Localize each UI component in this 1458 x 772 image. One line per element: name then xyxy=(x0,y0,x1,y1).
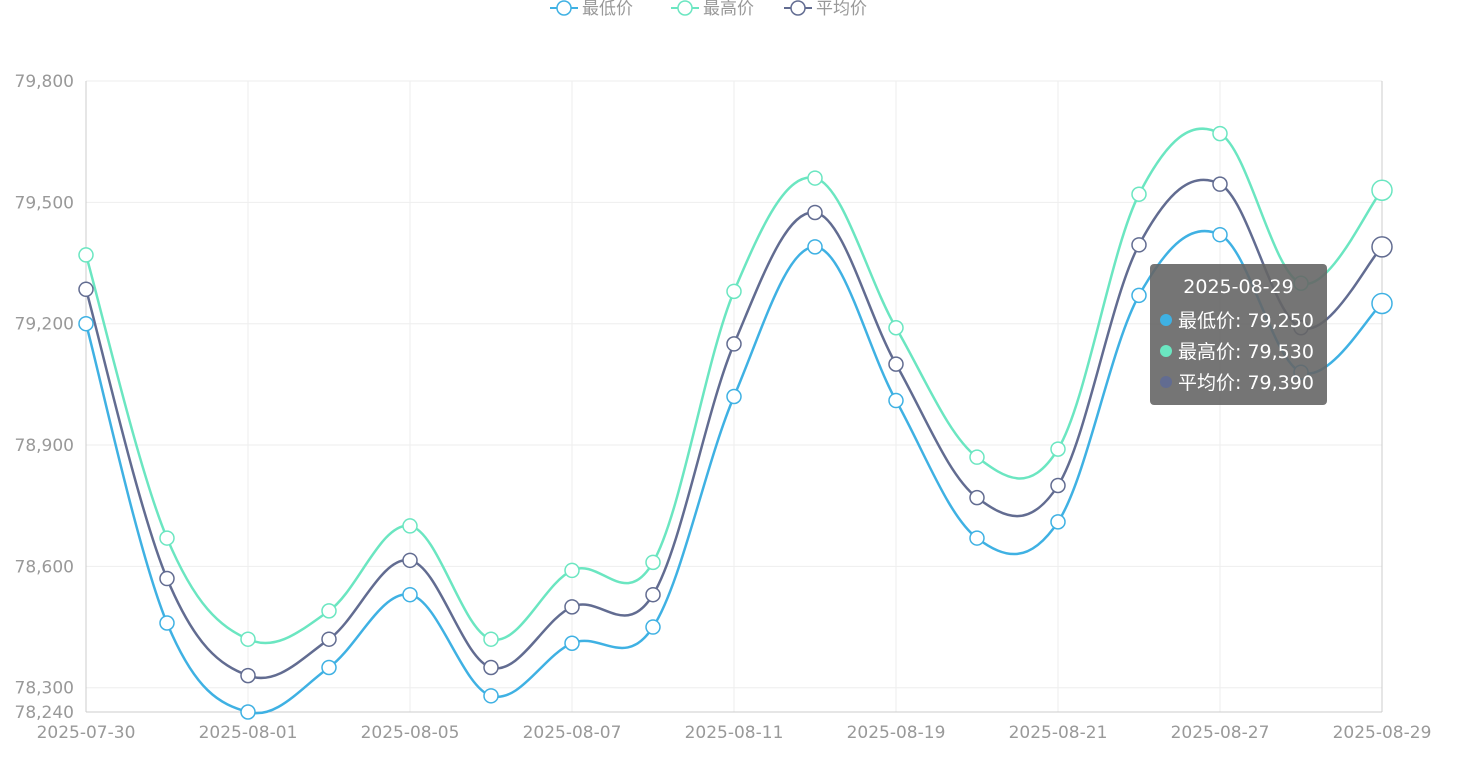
data-point-min[interactable] xyxy=(969,530,985,546)
data-point-max[interactable] xyxy=(1050,441,1066,457)
data-point-min[interactable] xyxy=(78,315,94,332)
data-point-avg[interactable] xyxy=(78,281,94,298)
data-point-max[interactable] xyxy=(1371,179,1393,201)
data-point-min[interactable] xyxy=(1050,514,1066,530)
legend-circle-icon xyxy=(556,0,572,16)
tooltip-row-min: 最低价: 79,250 xyxy=(1160,306,1317,337)
tooltip-label-max: 最高价: 79,530 xyxy=(1178,341,1314,363)
legend-label: 最高价 xyxy=(703,0,754,19)
data-point-min[interactable] xyxy=(1212,226,1228,243)
data-point-min[interactable] xyxy=(483,688,499,704)
data-point-avg[interactable] xyxy=(321,631,337,647)
data-point-max[interactable] xyxy=(807,170,823,186)
chart-tooltip: 2025-08-29 最低价: 79,250 最高价: 79,530 平均价: … xyxy=(1150,264,1327,405)
x-tick-label: 2025-07-30 xyxy=(37,723,136,743)
y-tick-label: 79,500 xyxy=(15,193,74,213)
legend-item-max[interactable]: 最高价 xyxy=(671,0,754,19)
data-point-max[interactable] xyxy=(564,562,580,579)
data-point-min[interactable] xyxy=(321,659,337,676)
data-point-max[interactable] xyxy=(78,247,94,263)
legend[interactable]: 最低价 最高价 平均价 xyxy=(550,0,867,19)
data-point-avg[interactable] xyxy=(483,659,499,676)
data-point-avg[interactable] xyxy=(402,552,418,569)
tooltip-row-max: 最高价: 79,530 xyxy=(1160,337,1317,368)
data-point-min[interactable] xyxy=(240,704,256,720)
data-point-max[interactable] xyxy=(240,631,256,647)
data-point-min[interactable] xyxy=(1371,292,1393,315)
x-tick-label: 2025-08-19 xyxy=(847,723,946,743)
x-tick-label: 2025-08-05 xyxy=(361,723,460,743)
legend-circle-icon xyxy=(677,0,693,16)
legend-item-min[interactable]: 最低价 xyxy=(550,0,633,19)
y-tick-label: 78,240 xyxy=(15,703,74,723)
y-tick-label: 78,900 xyxy=(15,436,74,456)
x-tick-label: 2025-08-01 xyxy=(199,723,298,743)
tooltip-row-avg: 平均价: 79,390 xyxy=(1160,368,1317,399)
data-point-avg[interactable] xyxy=(807,204,823,221)
tooltip-label-min: 最低价: 79,250 xyxy=(1178,310,1314,332)
tooltip-dot-max xyxy=(1160,344,1172,357)
series-lines xyxy=(78,125,1393,720)
data-point-min[interactable] xyxy=(159,615,175,631)
x-tick-label: 2025-08-07 xyxy=(523,723,622,743)
data-point-avg[interactable] xyxy=(645,586,661,603)
tooltip-dot-avg xyxy=(1160,375,1172,388)
data-point-min[interactable] xyxy=(1131,287,1147,304)
data-point-max[interactable] xyxy=(726,283,742,300)
legend-label: 平均价 xyxy=(816,0,867,19)
legend-circle-icon xyxy=(790,0,806,16)
data-point-avg[interactable] xyxy=(564,599,580,615)
legend-label: 最低价 xyxy=(582,0,633,19)
y-tick-label: 78,300 xyxy=(15,679,74,699)
data-point-max[interactable] xyxy=(888,319,904,336)
data-point-min[interactable] xyxy=(807,239,823,255)
data-point-min[interactable] xyxy=(888,392,904,409)
data-point-max[interactable] xyxy=(1131,186,1147,203)
data-point-min[interactable] xyxy=(726,388,742,405)
data-point-avg[interactable] xyxy=(726,336,742,352)
y-tick-label: 78,600 xyxy=(15,557,74,577)
x-tick-label: 2025-08-11 xyxy=(685,723,784,743)
tooltip-title: 2025-08-29 xyxy=(1183,276,1294,298)
axes: 78,240 78,300 78,600 78,900 79,200 79,500 79,8… xyxy=(15,72,1432,743)
y-tick-label: 79,200 xyxy=(15,315,74,335)
tooltip-label-avg: 平均价: 79,390 xyxy=(1178,372,1314,394)
data-point-min[interactable] xyxy=(645,619,661,635)
data-point-max[interactable] xyxy=(645,554,661,571)
data-point-avg[interactable] xyxy=(1371,236,1393,258)
data-point-max[interactable] xyxy=(402,518,418,534)
data-point-avg[interactable] xyxy=(1212,176,1228,192)
data-point-max[interactable] xyxy=(321,603,337,619)
data-point-avg[interactable] xyxy=(888,356,904,372)
data-point-min[interactable] xyxy=(564,635,580,651)
x-tick-label: 2025-08-21 xyxy=(1009,723,1108,743)
data-point-avg[interactable] xyxy=(1131,237,1147,253)
data-point-avg[interactable] xyxy=(240,667,256,684)
legend-item-avg[interactable]: 平均价 xyxy=(784,0,867,19)
data-point-max[interactable] xyxy=(483,631,499,647)
y-tick-label: 79,800 xyxy=(15,72,74,92)
x-tick-label: 2025-08-27 xyxy=(1171,723,1270,743)
data-point-min[interactable] xyxy=(402,586,418,603)
data-point-max[interactable] xyxy=(159,530,175,546)
data-point-avg[interactable] xyxy=(969,489,985,506)
data-point-avg[interactable] xyxy=(1050,477,1066,494)
tooltip-dot-min xyxy=(1160,313,1172,326)
x-tick-label: 2025-08-29 xyxy=(1333,723,1432,743)
data-point-avg[interactable] xyxy=(159,570,175,587)
data-point-max[interactable] xyxy=(1212,125,1228,142)
data-point-max[interactable] xyxy=(969,449,985,465)
